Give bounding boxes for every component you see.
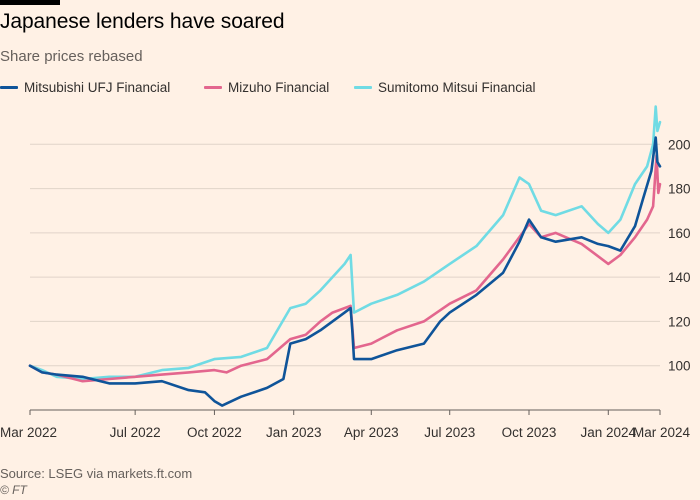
series-line-0: [28, 136, 662, 407]
chart-legend: Mitsubishi UFJ Financial Mizuho Financia…: [0, 80, 700, 100]
x-tick-label-3: Jan 2023: [266, 425, 322, 440]
x-tick-label-1: Jul 2022: [110, 425, 161, 440]
x-tick-label-6: Oct 2023: [502, 425, 557, 440]
x-tick-label-7: Jan 2024: [581, 425, 637, 440]
ft-top-bar: [0, 0, 60, 5]
legend-swatch-sumitomo: [354, 86, 372, 89]
chart-subtitle: Share prices rebased: [0, 48, 143, 65]
x-tick-label-5: Jul 2023: [424, 425, 475, 440]
y-tick-label-140: 140: [668, 270, 691, 285]
y-tick-label-160: 160: [668, 226, 691, 241]
x-tick-label-0: Mar 2022: [0, 425, 57, 440]
line-chart: 100 120 140 160 180 200 Mar 2022 Jul 2022 Oct 20…: [0, 105, 691, 440]
legend-item-mizuho: Mizuho Financial: [204, 80, 329, 95]
legend-swatch-mitsubishi: [0, 86, 18, 89]
x-tick-label-4: Apr 2023: [344, 425, 399, 440]
axis-layer: 100 120 140 160 180 200 Mar 2022 Jul 2022 Oct 20…: [0, 137, 691, 440]
x-tick-label-8: Mar 2024: [633, 425, 691, 440]
legend-label-mitsubishi: Mitsubishi UFJ Financial: [24, 80, 171, 95]
series-line-1: [28, 154, 662, 383]
y-tick-label-200: 200: [668, 137, 691, 152]
y-tick-label-180: 180: [668, 182, 691, 197]
legend-item-mitsubishi: Mitsubishi UFJ Financial: [0, 80, 170, 95]
series-layer: [28, 105, 662, 407]
y-tick-label-120: 120: [668, 314, 691, 329]
legend-item-sumitomo: Sumitomo Mitsui Financial: [354, 80, 536, 95]
legend-label-mizuho: Mizuho Financial: [228, 80, 330, 95]
copyright-note: © FT: [0, 483, 27, 497]
y-tick-label-100: 100: [668, 359, 691, 374]
source-note: Source: LSEG via markets.ft.com: [0, 466, 193, 481]
chart-title: Japanese lenders have soared: [0, 10, 285, 33]
legend-label-sumitomo: Sumitomo Mitsui Financial: [378, 80, 536, 95]
legend-swatch-mizuho: [204, 86, 222, 89]
grid-layer: [30, 143, 660, 367]
x-tick-label-2: Oct 2022: [187, 425, 242, 440]
series-line-2: [28, 105, 662, 381]
